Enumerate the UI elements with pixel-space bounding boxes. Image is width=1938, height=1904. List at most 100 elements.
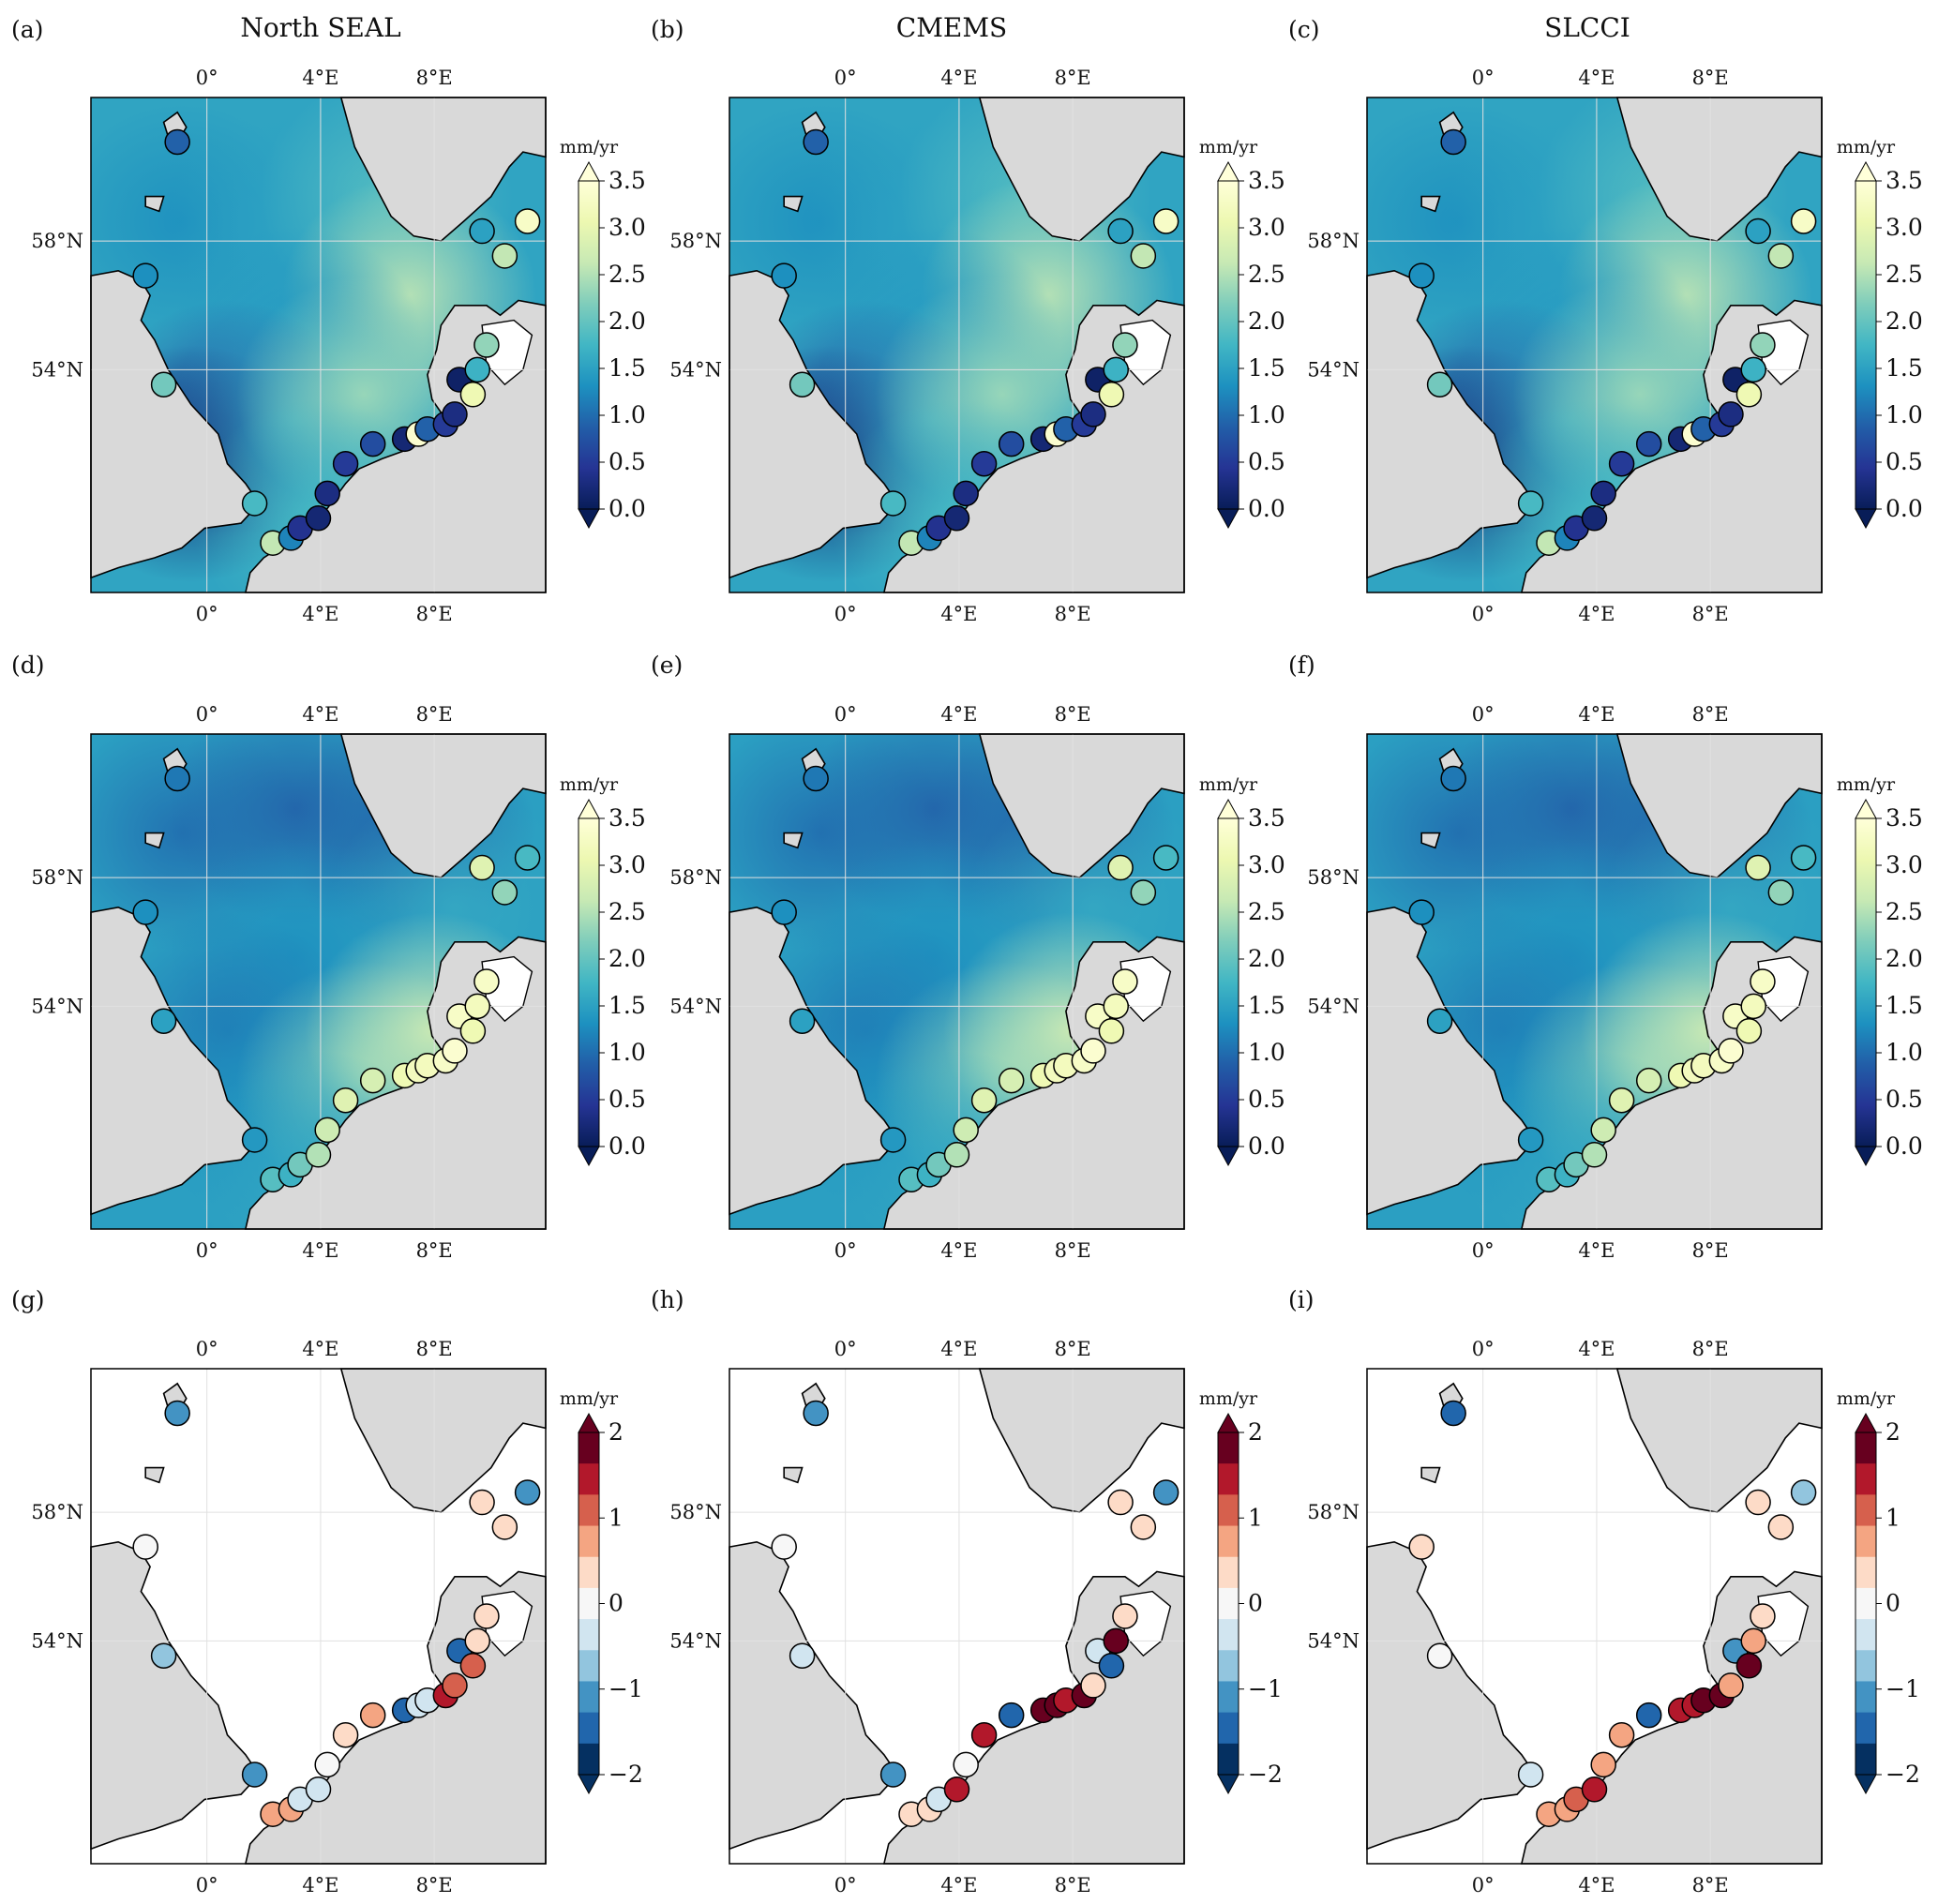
tide-gauge-marker bbox=[314, 1751, 340, 1778]
map-frame bbox=[1366, 733, 1823, 1230]
colorbar-tick-label: 3.5 bbox=[608, 804, 646, 832]
colorbar-swatch bbox=[1218, 1681, 1239, 1714]
colorbar-extend-bottom bbox=[578, 1146, 600, 1167]
tide-gauge-marker bbox=[1750, 1603, 1776, 1629]
tide-gauge-marker bbox=[1426, 1008, 1453, 1034]
lon-tick-bottom: 4°E bbox=[1578, 1874, 1615, 1897]
tide-gauge-marker bbox=[1408, 1534, 1435, 1560]
tide-gauge-marker bbox=[879, 1762, 907, 1788]
tide-gauge-marker bbox=[359, 430, 386, 457]
panel-label-h: (h) bbox=[651, 1286, 684, 1313]
colorbar-tick-label: −1 bbox=[1248, 1675, 1283, 1702]
lon-tick-bottom: 4°E bbox=[940, 1874, 977, 1897]
tide-gauge-marker bbox=[1098, 1653, 1125, 1679]
lon-tick-bottom: 8°E bbox=[1055, 1239, 1091, 1262]
tide-gauge-marker bbox=[1767, 243, 1795, 269]
tide-gauge-marker bbox=[442, 1038, 468, 1064]
tide-gauge-marker bbox=[1608, 1087, 1635, 1114]
panel-label-a: (a) bbox=[11, 16, 43, 43]
land-orkney bbox=[1420, 832, 1441, 849]
lon-tick-bottom: 4°E bbox=[940, 1239, 977, 1262]
tide-gauge-marker bbox=[464, 356, 490, 383]
land-orkney bbox=[144, 832, 165, 849]
colorbar-swatch bbox=[1218, 1432, 1239, 1464]
tide-gauge-marker bbox=[1735, 382, 1763, 408]
tide-gauge-marker bbox=[164, 765, 190, 792]
colorbar-ramp bbox=[578, 180, 600, 510]
lat-tick: 58°N bbox=[669, 230, 722, 252]
colorbar-tick-label: 3.5 bbox=[1248, 804, 1285, 832]
lon-tick-bottom: 8°E bbox=[1055, 603, 1091, 625]
colorbar-tick-label: 0 bbox=[1248, 1590, 1263, 1617]
lon-tick-top: 8°E bbox=[416, 703, 453, 726]
colorbar-extend-top bbox=[578, 798, 600, 819]
colorbar-tick-label: −2 bbox=[1248, 1761, 1283, 1788]
tide-gauge-marker bbox=[1426, 371, 1453, 397]
colorbar-extend-top bbox=[1855, 160, 1877, 182]
tide-gauge-marker bbox=[459, 1018, 487, 1044]
colorbar-unit: mm/yr bbox=[1199, 774, 1258, 795]
tide-gauge-marker bbox=[771, 899, 797, 925]
lon-tick-bottom: 0° bbox=[834, 1239, 857, 1262]
tide-gauge-marker bbox=[473, 968, 500, 995]
colorbar-unit: mm/yr bbox=[560, 1388, 619, 1409]
land-orkney bbox=[1420, 1466, 1441, 1484]
lon-tick-top: 4°E bbox=[940, 67, 977, 89]
tide-gauge-marker bbox=[491, 243, 518, 269]
lon-tick-bottom: 0° bbox=[196, 1874, 218, 1897]
tide-gauge-marker bbox=[305, 505, 332, 532]
tide-gauge-marker bbox=[1517, 1127, 1544, 1153]
lat-tick: 58°N bbox=[1307, 1501, 1360, 1523]
tide-gauge-marker bbox=[164, 128, 190, 156]
lon-tick-bottom: 8°E bbox=[1692, 603, 1729, 625]
tide-gauge-marker bbox=[1107, 1489, 1134, 1516]
lon-tick-top: 8°E bbox=[1692, 1338, 1729, 1360]
colorbar-tick-label: 2.0 bbox=[608, 945, 646, 972]
panel-label-f: (f) bbox=[1288, 652, 1315, 679]
colorbar-tick-label: 1 bbox=[1885, 1504, 1900, 1531]
panel-label-e: (e) bbox=[651, 652, 683, 679]
tide-gauge-marker bbox=[442, 401, 468, 427]
colorbar-swatch bbox=[578, 1619, 599, 1651]
land-great-britain bbox=[1366, 269, 1537, 579]
lon-tick-top: 8°E bbox=[1692, 703, 1729, 726]
tide-gauge-marker bbox=[1152, 208, 1179, 234]
lon-tick-bottom: 0° bbox=[196, 1239, 218, 1262]
tide-gauge-marker bbox=[1745, 1489, 1771, 1516]
colorbar-tick-label: 0.5 bbox=[1885, 448, 1923, 475]
colorbar-swatch bbox=[1218, 1525, 1239, 1558]
land-orkney bbox=[783, 832, 804, 849]
land-great-britain bbox=[90, 906, 261, 1216]
colorbar-swatch bbox=[578, 1587, 599, 1620]
map-frame bbox=[729, 1368, 1185, 1865]
colorbar-tick-label: 3.5 bbox=[608, 167, 646, 194]
colorbar-unit: mm/yr bbox=[1199, 1388, 1258, 1409]
colorbar-tick-label: 3.0 bbox=[1885, 214, 1923, 241]
tide-gauge-marker bbox=[150, 1008, 177, 1034]
colorbar-tick-label: 2.0 bbox=[1885, 307, 1923, 335]
tide-gauge-marker bbox=[1130, 243, 1157, 269]
tide-gauge-marker bbox=[1098, 382, 1125, 408]
colorbar-swatch bbox=[1855, 1650, 1876, 1682]
colorbar-tick-label: 0.5 bbox=[1248, 448, 1285, 475]
tide-gauge-marker bbox=[789, 371, 816, 397]
tide-gauge-marker bbox=[803, 128, 829, 156]
column-title-north-seal: North SEAL bbox=[240, 12, 400, 43]
tide-gauge-marker bbox=[943, 1142, 970, 1168]
tide-gauge-marker bbox=[1790, 1479, 1817, 1506]
colorbar: mm/yr 2 1 0 −1 −2 bbox=[1837, 1388, 1920, 1795]
map-frame bbox=[1366, 97, 1823, 593]
tide-gauge-marker bbox=[1635, 430, 1662, 457]
tide-gauge-marker bbox=[998, 1702, 1025, 1729]
colorbar-tick-label: 3.5 bbox=[1248, 167, 1285, 194]
colorbars: mm/yr 0.0 0.5 1.0 1.5 2.0 2.5 3.0 3.5 mm/yr 0.0 0.5… bbox=[560, 137, 1923, 1795]
colorbar-swatch bbox=[578, 1463, 599, 1495]
colorbar-tick-label: 0.5 bbox=[608, 1086, 646, 1113]
tide-gauge-marker bbox=[1590, 480, 1616, 507]
map-panel-a: 0° 0° 4°E 4°E 8°E 8°E 58°N 54°N bbox=[31, 67, 547, 625]
colorbar-tick-label: 3.0 bbox=[608, 214, 646, 241]
colorbar-tick-label: 1.5 bbox=[1885, 992, 1923, 1019]
colorbar-extend-top bbox=[1217, 160, 1239, 182]
colorbar-swatch bbox=[1218, 1712, 1239, 1745]
land-great-britain bbox=[729, 906, 899, 1216]
